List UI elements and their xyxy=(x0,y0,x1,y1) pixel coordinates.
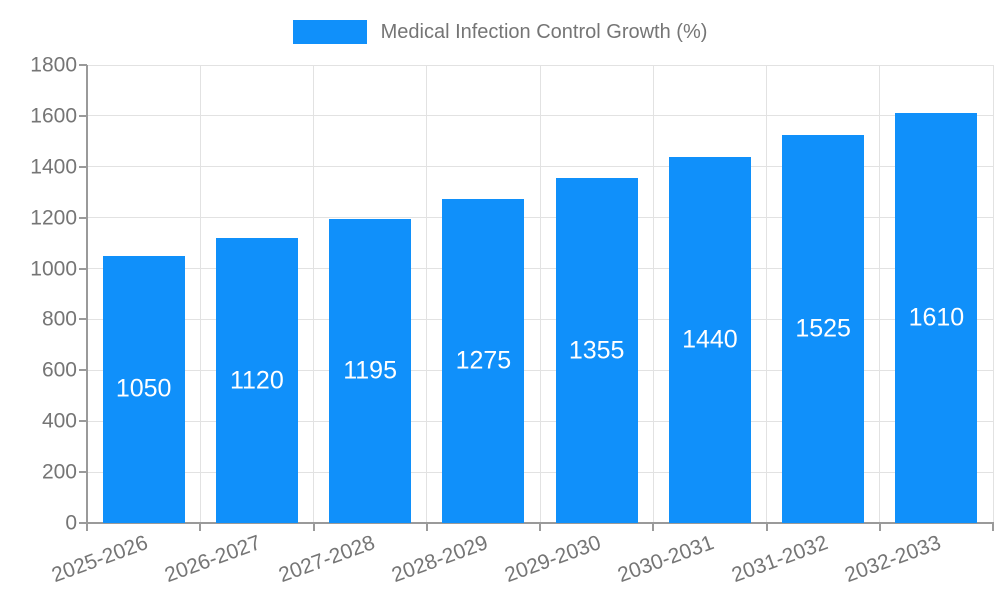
x-axis-tick xyxy=(992,523,994,531)
x-tick-label: 2031-2032 xyxy=(728,531,831,588)
x-axis-tick xyxy=(425,523,428,531)
y-axis-tick xyxy=(79,267,87,270)
x-axis-tick xyxy=(539,523,541,531)
gridline-vertical xyxy=(992,65,994,523)
y-axis-tick xyxy=(79,318,87,321)
legend-item[interactable]: Medical Infection Control Growth (%) xyxy=(0,20,1000,44)
y-axis-tick xyxy=(79,165,87,168)
bar-value-label: 1610 xyxy=(908,303,965,332)
x-axis-tick xyxy=(86,523,88,531)
y-tick-label: 1600 xyxy=(30,104,77,128)
x-axis-tick xyxy=(765,523,768,531)
y-tick-label: 1800 xyxy=(30,53,77,77)
y-axis-tick xyxy=(79,114,87,117)
bar[interactable]: 1120 xyxy=(215,238,298,523)
bar-value-label: 1525 xyxy=(795,314,851,343)
y-axis-tick xyxy=(79,216,87,219)
bar[interactable]: 1195 xyxy=(329,218,412,523)
bar[interactable]: 1050 xyxy=(102,255,185,523)
legend-swatch xyxy=(292,20,367,44)
y-tick-label: 200 xyxy=(41,460,77,484)
y-tick-label: 1200 xyxy=(30,206,77,230)
x-axis-tick xyxy=(652,523,655,531)
y-axis-tick xyxy=(79,369,87,372)
y-tick-label: 600 xyxy=(41,358,77,382)
x-tick-label: 2028-2029 xyxy=(388,531,491,588)
bar-value-label: 1275 xyxy=(455,346,512,375)
y-tick-label: 400 xyxy=(41,409,77,433)
x-tick-label: 2025-2026 xyxy=(48,531,152,588)
bar[interactable]: 1525 xyxy=(782,134,865,523)
bar[interactable]: 1440 xyxy=(668,156,751,523)
bar-value-label: 1440 xyxy=(682,325,738,354)
y-axis-line xyxy=(86,65,88,523)
x-axis-tick xyxy=(312,523,315,531)
y-axis-tick xyxy=(79,522,87,524)
x-tick-label: 2026-2027 xyxy=(162,531,265,588)
x-tick-label: 2030-2031 xyxy=(615,531,718,588)
y-tick-label: 1400 xyxy=(30,155,77,179)
x-tick-label: 2032-2033 xyxy=(841,531,944,588)
bar[interactable]: 1275 xyxy=(442,198,525,523)
bar-value-label: 1050 xyxy=(115,374,172,403)
bar[interactable]: 1610 xyxy=(895,113,978,523)
gridline-vertical xyxy=(766,65,767,523)
y-axis-tick xyxy=(79,64,87,66)
x-tick-label: 2027-2028 xyxy=(275,531,378,588)
y-tick-label: 1000 xyxy=(30,257,77,281)
y-tick-label: 800 xyxy=(41,307,77,331)
x-tick-label: 2029-2030 xyxy=(501,531,605,588)
legend-label: Medical Infection Control Growth (%) xyxy=(380,20,708,43)
gridline-vertical xyxy=(313,65,314,523)
y-axis-tick xyxy=(79,471,87,474)
bar-value-label: 1195 xyxy=(343,356,397,385)
bar-value-label: 1120 xyxy=(229,366,284,394)
gridline-vertical xyxy=(879,65,881,523)
x-axis-tick xyxy=(878,523,881,531)
gridline-vertical xyxy=(199,65,201,523)
x-axis-tick xyxy=(199,523,202,531)
bar[interactable]: 1355 xyxy=(555,178,638,523)
y-tick-label: 0 xyxy=(65,511,77,535)
gridline-vertical xyxy=(539,65,541,523)
y-axis-tick xyxy=(79,420,87,423)
gridline-vertical xyxy=(652,65,654,523)
bar-value-label: 1355 xyxy=(568,336,625,365)
gridline-vertical xyxy=(426,65,428,523)
x-axis-line xyxy=(86,522,994,524)
